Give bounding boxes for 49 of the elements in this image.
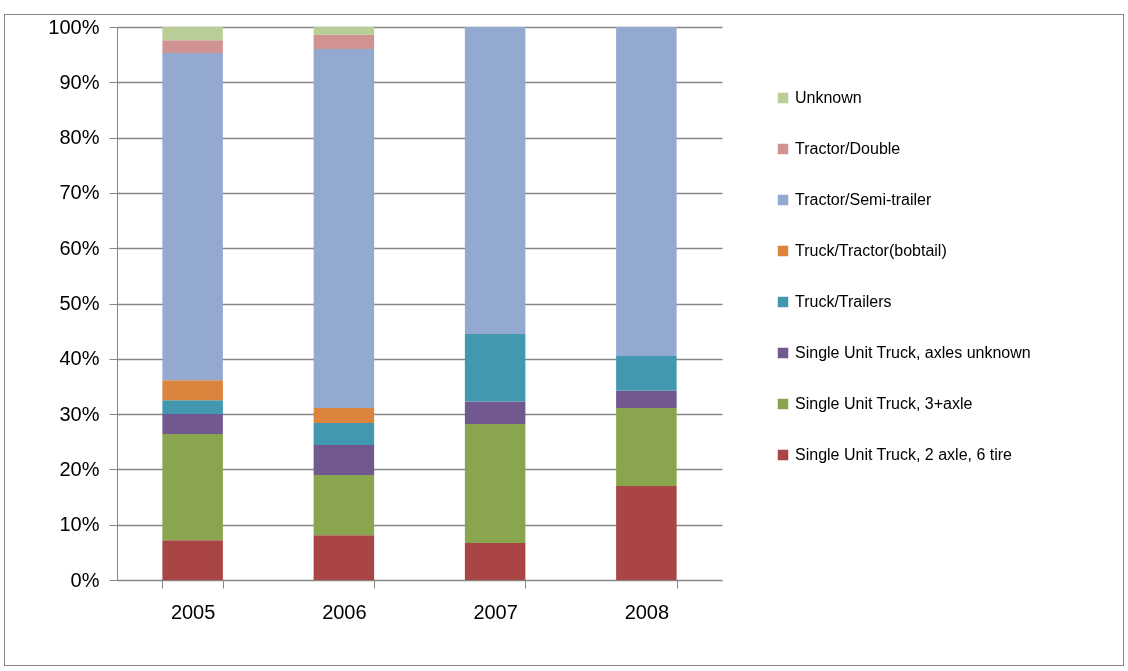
bar	[162, 52, 223, 381]
bar	[464, 27, 526, 334]
bar	[616, 390, 677, 409]
bar	[313, 445, 375, 475]
bar	[464, 333, 526, 402]
bar	[162, 27, 223, 41]
legend-label: Single Unit Truck, 3+axle	[795, 395, 973, 412]
bar	[313, 34, 375, 50]
y-tick-label: 50%	[59, 292, 100, 314]
bar	[464, 542, 526, 580]
bar	[464, 424, 526, 543]
x-tick-label: 2005	[170, 600, 216, 623]
bar	[162, 40, 223, 53]
bar	[162, 414, 223, 435]
y-tick-label: 40%	[59, 347, 100, 370]
y-tick-label: 20%	[59, 457, 100, 480]
bar	[313, 474, 375, 536]
legend-label: Single Unit Truck, axles unknown	[795, 344, 1031, 361]
bar	[162, 540, 223, 580]
legend-label: Unknown	[795, 89, 862, 106]
bar	[313, 408, 375, 423]
legend-label: Tractor/Double	[795, 140, 901, 157]
bar	[616, 485, 677, 580]
y-tick-label: 100%	[48, 15, 100, 38]
legend-label: Single Unit Truck, 2 axle, 6 tire	[795, 446, 1013, 463]
y-tick-label: 30%	[59, 402, 100, 425]
bar	[616, 27, 677, 357]
legend-label: Tractor/Semi-trailer	[795, 191, 932, 208]
bar	[313, 422, 375, 446]
x-tick-label: 2008	[624, 600, 670, 623]
bar	[313, 27, 375, 35]
legend-label: Truck/Tractor(bobtail)	[795, 242, 947, 259]
bar	[313, 535, 375, 580]
legend-label: Truck/Trailers	[795, 293, 892, 310]
y-tick-label: 80%	[59, 126, 100, 149]
bar	[616, 408, 677, 486]
bar	[616, 356, 677, 391]
y-tick-label: 90%	[59, 70, 100, 93]
y-tick-label: 0%	[70, 568, 100, 591]
bar	[162, 434, 223, 541]
y-tick-label: 60%	[59, 236, 100, 259]
bar	[313, 49, 375, 409]
y-tick-label: 10%	[59, 513, 100, 536]
y-tick-label: 70%	[59, 181, 100, 204]
bar	[162, 380, 223, 401]
x-tick-label: 2006	[322, 600, 367, 623]
x-tick-label: 2007	[473, 600, 518, 623]
bar	[464, 401, 526, 425]
bar	[162, 400, 223, 415]
